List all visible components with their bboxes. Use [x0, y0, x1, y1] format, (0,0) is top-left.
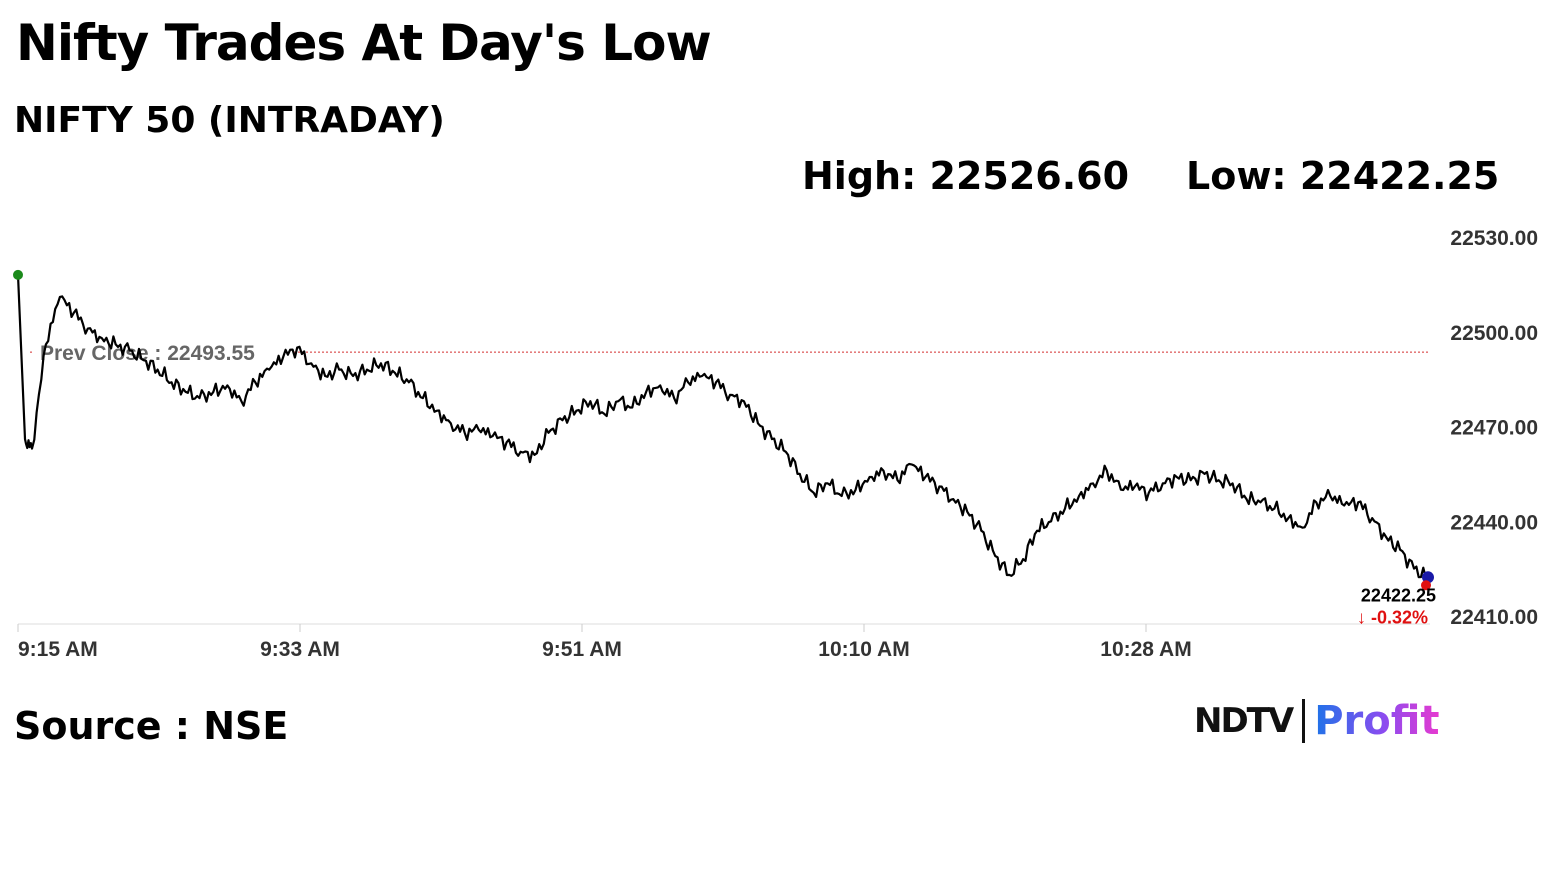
logo-profit-text: Profit [1314, 698, 1440, 744]
day-low-dot [1421, 580, 1431, 591]
x-tick-label: 10:28 AM [1100, 638, 1191, 661]
chart-title: Nifty Trades At Day's Low [16, 14, 712, 72]
y-tick-label: 22410.00 [1450, 606, 1538, 629]
y-tick-label: 22500.00 [1450, 322, 1538, 345]
ndtv-profit-logo: NDTV Profit [1194, 696, 1439, 746]
x-tick-label: 9:33 AM [260, 638, 340, 661]
y-tick-label: 22530.00 [1450, 227, 1538, 250]
start-dot [13, 269, 23, 280]
series-layer [16, 274, 1429, 580]
prev-close-label-bg [34, 338, 292, 367]
x-tick-label: 9:15 AM [18, 638, 98, 661]
source-note: Source : NSE [14, 704, 289, 748]
y-tick-label: 22440.00 [1450, 511, 1538, 534]
chart-subtitle: NIFTY 50 (INTRADAY) [14, 100, 445, 141]
x-tick-label: 10:10 AM [818, 638, 909, 661]
day-high-stat: High: 22526.60 [802, 154, 1130, 198]
prev-close-label: Prev Close : 22493.55 [40, 342, 255, 365]
marker-layer: 22422.25 ↓ -0.32% [13, 269, 1436, 627]
logo-ndtv-text: NDTV [1194, 701, 1294, 741]
axis-layer: 9:15 AM 9:33 AM 9:51 AM 10:10 AM 10:28 AM 225… [17, 227, 1538, 661]
last-value-label: 22422.25 [1361, 585, 1436, 605]
last-change-label: ↓ -0.32% [1357, 607, 1428, 627]
price-series-line [16, 274, 1429, 580]
x-tick-label: 9:51 AM [542, 638, 622, 661]
day-low-stat: Low: 22422.25 [1186, 154, 1500, 198]
reference-layer: Prev Close : 22493.55 [30, 338, 1430, 367]
logo-separator [1302, 699, 1306, 743]
last-value-dot [1422, 571, 1434, 584]
y-tick-label: 22470.00 [1450, 417, 1538, 440]
